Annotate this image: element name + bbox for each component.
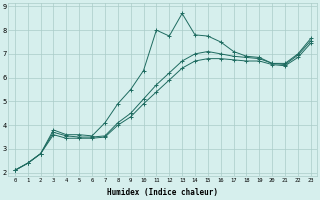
X-axis label: Humidex (Indice chaleur): Humidex (Indice chaleur) <box>107 188 218 197</box>
